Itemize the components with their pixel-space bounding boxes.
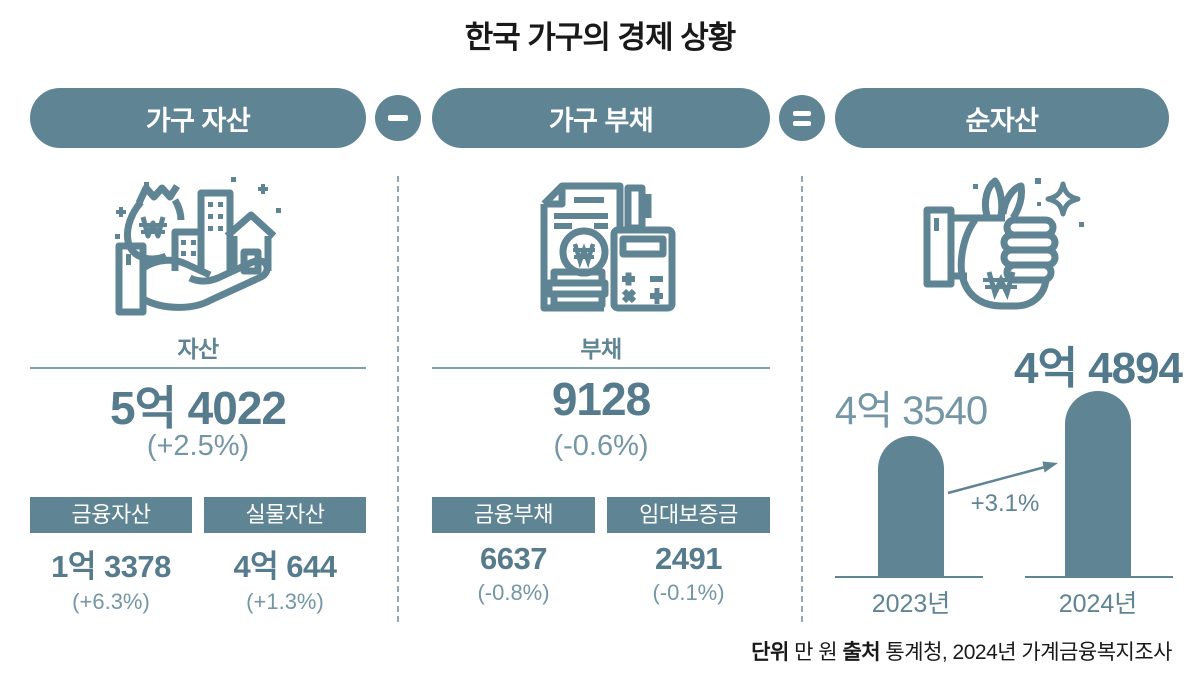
assets-column: 자산 5억 4022 (+2.5%) 금융자산 1억 3378 (+6.3%) … [30,160,366,630]
financial-debt-label: 금융부채 [432,497,595,533]
financial-debt-value: 6637 [480,541,547,576]
financial-debt-change: (-0.8%) [477,580,550,605]
assets-value: 5억 4022 [109,382,287,434]
dashed-divider-right [801,176,803,622]
pill-household-debt: 가구 부채 [432,88,770,148]
bar-2023 [878,436,944,577]
real-assets-change: (+1.3%) [246,589,324,614]
bar-2024 [1065,391,1131,577]
debt-label: 부채 [580,336,622,362]
source-label: 출처 [842,641,881,664]
assets-rule [30,367,366,369]
source-value: 통계청, 2024년 가계금융복지조사 [880,641,1172,664]
pill-household-assets: 가구 자산 [30,88,366,148]
debt-column: 부채 9128 (-0.6%) 금융부채 6637 (-0.8%) 임대보증금 … [432,160,770,630]
page-title: 한국 가구의 경제 상황 [464,20,737,55]
dashed-divider-left [397,176,399,622]
unit-value: 만 원 [788,641,843,664]
unit-label: 단위 [751,641,789,664]
rental-deposit-card: 임대보증금 2491 (-0.1%) [607,497,770,606]
debt-sub-row: 금융부채 6637 (-0.8%) 임대보증금 2491 (-0.1%) [432,497,770,606]
equals-icon [779,95,825,141]
year-label-2023: 2023년 [871,590,951,618]
baseline-2024 [1025,576,1173,578]
real-assets-value: 4억 644 [233,549,337,584]
financial-assets-value: 1억 3378 [51,549,171,584]
net-value-2024: 4억 4894 [1013,344,1183,393]
financial-assets-card: 금융자산 1억 3378 (+6.3%) [30,497,192,615]
growth-arrow-icon [947,461,1058,495]
hand-holding-assets-icon [113,172,283,320]
pill-household-debt-label: 가구 부채 [548,105,654,136]
debt-rule [432,367,770,369]
assets-change: (+2.5%) [146,430,250,462]
growth-percent-label: +3.1% [970,490,1040,517]
real-assets-card: 실물자산 4억 644 (+1.3%) [204,497,366,615]
net-assets-bar-chart [835,160,1169,577]
minus-icon [375,95,421,141]
rental-deposit-change: (-0.1%) [652,580,725,605]
rental-deposit-value: 2491 [655,541,722,576]
debt-change: (-0.6%) [553,430,649,462]
assets-sub-row: 금융자산 1억 3378 (+6.3%) 실물자산 4억 644 (+1.3%) [30,497,366,615]
pill-household-assets-label: 가구 자산 [145,105,251,136]
net-assets-column: 4억 3540 4억 4894 +3.1% 2023년 2024년 [834,160,1183,630]
assets-label: 자산 [177,336,219,362]
financial-assets-label: 금융자산 [30,497,192,533]
pill-net-assets: 순자산 [835,88,1169,148]
fist-money-bag-icon [917,172,1087,320]
document-calculator-icon [516,172,686,320]
year-label-2024: 2024년 [1058,590,1138,618]
rental-deposit-label: 임대보증금 [607,497,770,533]
financial-assets-change: (+6.3%) [72,589,150,614]
pill-net-assets-label: 순자산 [965,105,1039,136]
financial-debt-card: 금융부채 6637 (-0.8%) [432,497,595,606]
debt-value: 9128 [551,373,651,425]
footer-caption: 단위 만 원 출처 통계청, 2024년 가계금융복지조사 [751,636,1172,666]
baseline-2023 [835,576,983,578]
real-assets-label: 실물자산 [204,497,366,533]
net-value-2023: 4억 3540 [834,389,988,433]
